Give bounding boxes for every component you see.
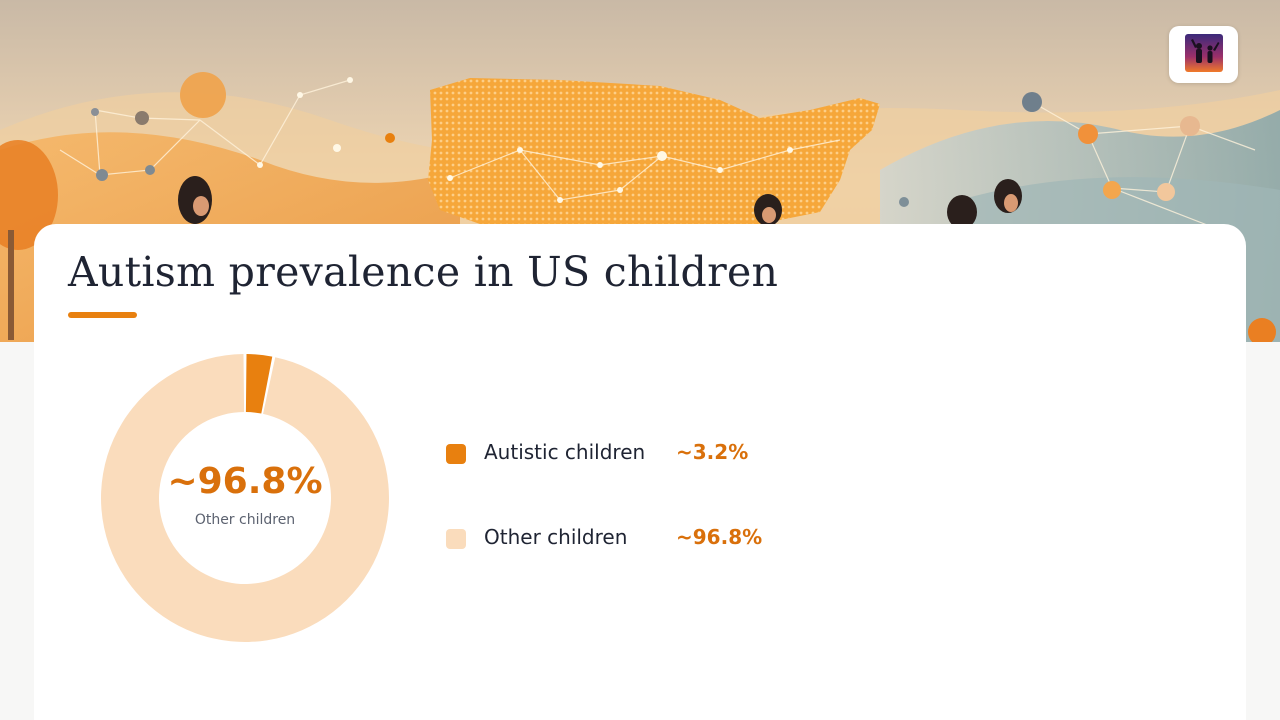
legend-value: ~3.2% (676, 440, 749, 464)
donut-chart: ~96.8% Other children (99, 352, 391, 644)
logo-badge (1169, 26, 1238, 83)
donut-slice-autistic-children (245, 354, 273, 414)
legend-swatch (446, 529, 466, 549)
title-underline (68, 312, 137, 318)
legend-label: Other children (484, 525, 628, 549)
donut-slice-other-children (100, 354, 389, 642)
legend-label: Autistic children (484, 440, 646, 464)
legend-swatch (446, 444, 466, 464)
content-card: Autism prevalence in US children ~96.8% … (34, 224, 1246, 720)
page-title: Autism prevalence in US children (68, 248, 779, 296)
family-silhouette-logo-icon (1184, 33, 1223, 76)
legend-value: ~96.8% (676, 525, 763, 549)
